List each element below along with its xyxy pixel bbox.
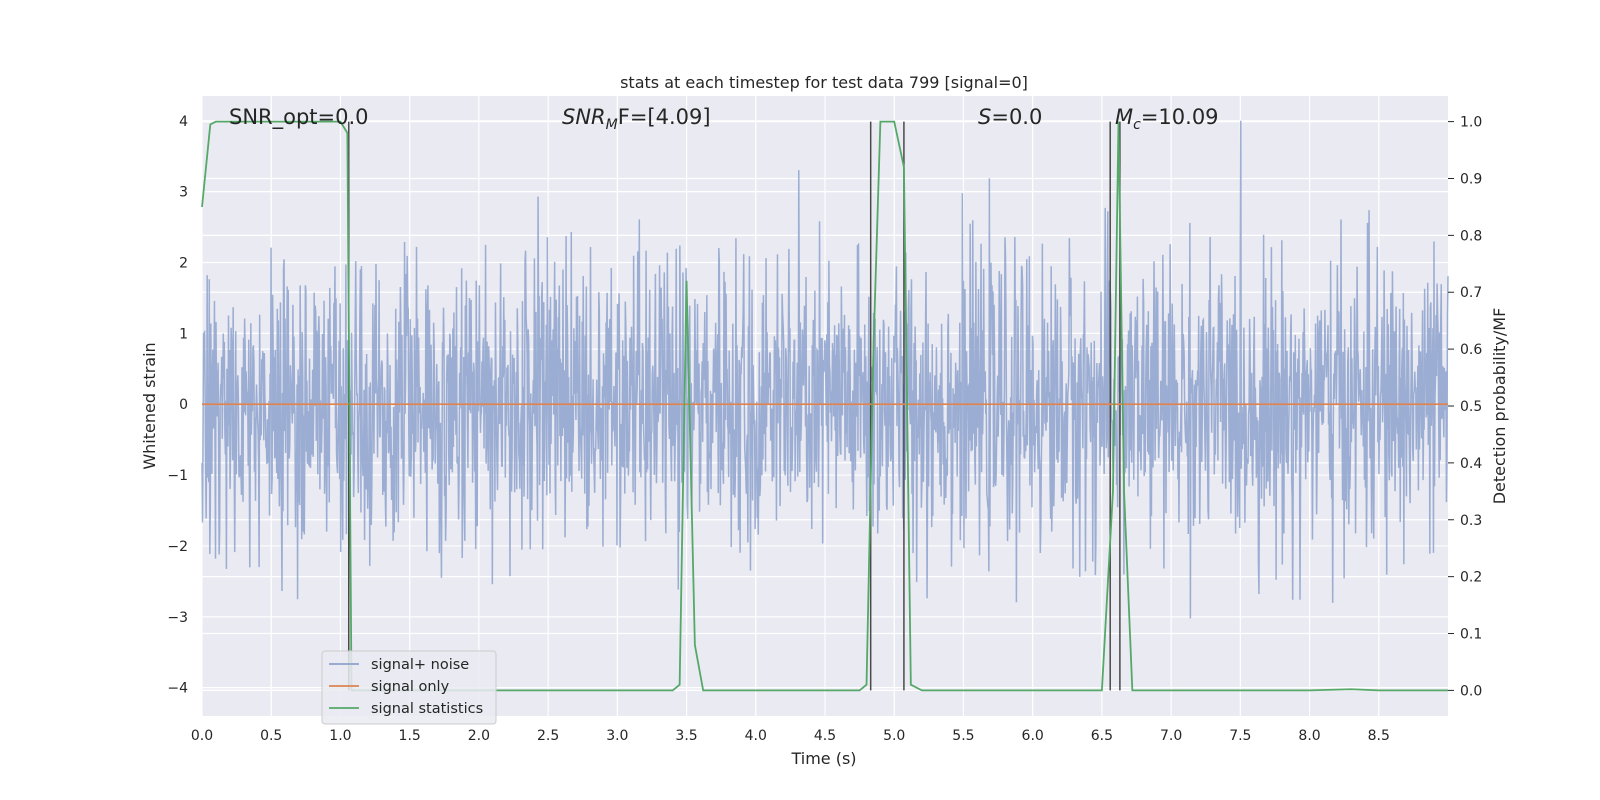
y-tick-labels: −4 −3 −2 −1 0 1 2 3 4: [167, 114, 188, 697]
x-tick-label: 4.0: [745, 728, 767, 744]
annotation-mc-rest: =10.09: [1141, 105, 1219, 129]
annotation-mc-sub: c: [1133, 117, 1141, 133]
x-tick-label: 8.0: [1298, 728, 1320, 744]
annotation-snr-mf-main: SNR: [562, 105, 606, 129]
annotation-s: S=0.0: [978, 105, 1042, 129]
y-tick-label: −4: [167, 681, 188, 697]
y2-tick-label: 0.0: [1460, 683, 1482, 699]
y2-axis-label: Detection probability/MF: [1490, 308, 1509, 505]
y2-tick-label: 0.7: [1460, 285, 1482, 301]
chart-title: stats at each timestep for test data 799…: [620, 73, 1028, 92]
x-axis-label: Time (s): [790, 749, 856, 768]
annotation-snr-mf: SNRMF=[4.09]: [562, 105, 711, 133]
y2-tick-labels: 0.0 0.1 0.2 0.3 0.4 0.5 0.6 0.7 0.8 0.9 1.0: [1448, 115, 1482, 699]
signal-noise-line: [201, 120, 1449, 619]
x-tick-label: 7.0: [1160, 728, 1182, 744]
legend-box: [321, 650, 497, 725]
y-tick-label: 2: [179, 256, 188, 272]
x-tick-labels: 0.0 0.5 1.0 1.5 2.0 2.5 3.0 3.5 4.0 4.5 5.0 5.5 6.0 6…: [191, 728, 1390, 744]
y-axis-label: Whitened strain: [140, 342, 159, 469]
y2-tick-label: 0.6: [1460, 342, 1482, 358]
legend: signal+ noise signal only signal statist…: [321, 650, 497, 725]
y-tick-label: −2: [167, 539, 188, 555]
x-tick-label: 7.5: [1229, 728, 1251, 744]
x-tick-label: 0.0: [191, 728, 213, 744]
annotation-s-main: S: [978, 105, 991, 129]
signal-noise-series: [201, 120, 1449, 619]
x-tick-label: 3.5: [675, 728, 697, 744]
x-tick-label: 2.5: [537, 728, 559, 744]
y-tick-label: −3: [167, 610, 188, 626]
y2-tick-label: 0.9: [1460, 171, 1482, 187]
x-tick-label: 1.5: [399, 728, 421, 744]
y2-tick-label: 0.1: [1460, 627, 1482, 643]
y2-tick-label: 0.2: [1460, 570, 1482, 586]
y2-tick-label: 0.3: [1460, 513, 1482, 529]
annotation-mc: Mc=10.09: [1115, 105, 1219, 133]
legend-label-signal-noise: signal+ noise: [371, 657, 469, 673]
legend-label-signal-statistics: signal statistics: [371, 701, 483, 717]
legend-label-signal-only: signal only: [371, 679, 450, 695]
y2-tick-label: 0.8: [1460, 228, 1482, 244]
annotation-snr-mf-rest: F=[4.09]: [618, 105, 711, 129]
annotation-snr-opt: SNR_opt=0.0: [229, 105, 369, 130]
x-tick-label: 8.5: [1368, 728, 1390, 744]
y-tick-label: 3: [179, 185, 188, 201]
y-tick-label: 4: [179, 114, 188, 130]
x-tick-label: 2.0: [468, 728, 490, 744]
annotation-snr-mf-sub: M: [606, 117, 618, 133]
annotation-s-rest: =0.0: [991, 105, 1042, 129]
x-tick-label: 6.5: [1091, 728, 1113, 744]
y-tick-label: 1: [179, 326, 188, 342]
x-tick-label: 1.0: [329, 728, 351, 744]
signal-statistics-line: [201, 120, 1448, 692]
y2-tick-label: 0.4: [1460, 456, 1482, 472]
x-tick-label: 4.5: [814, 728, 836, 744]
line-series: [201, 120, 1448, 692]
x-tick-label: 0.5: [260, 728, 282, 744]
x-tick-label: 5.5: [952, 728, 974, 744]
y2-tick-label: 0.5: [1460, 399, 1482, 415]
x-tick-label: 5.0: [883, 728, 905, 744]
y2-tick-label: 1.0: [1460, 115, 1482, 131]
annotation-mc-main: M: [1115, 105, 1133, 129]
y-tick-label: 0: [179, 397, 188, 413]
y-tick-label: −1: [167, 468, 188, 484]
x-tick-label: 3.0: [606, 728, 628, 744]
x-tick-label: 6.0: [1022, 728, 1044, 744]
